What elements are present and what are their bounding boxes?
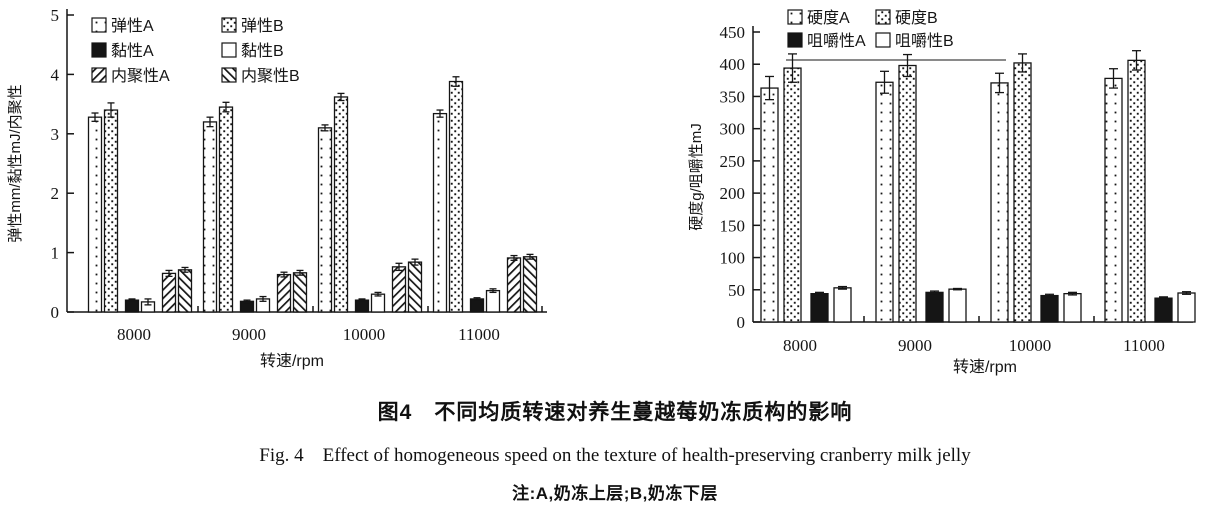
y-tick-label: 200 — [720, 184, 746, 203]
y-tick-label: 450 — [720, 23, 746, 42]
bar-内聚性A-9000 — [276, 273, 292, 313]
y-tick-label: 100 — [720, 249, 746, 268]
bar-咀嚼性A-9000 — [925, 291, 944, 323]
bar-硬度B-8000 — [783, 67, 802, 323]
bar-硬度A-8000 — [760, 87, 779, 323]
y-tick-label: 5 — [51, 6, 60, 25]
bar-内聚性A-11000 — [506, 257, 522, 313]
y-tick-label: 3 — [51, 125, 60, 144]
legend-label-黏性B: 黏性B — [241, 42, 284, 60]
y-tick-label: 0 — [51, 303, 60, 322]
x-category-label: 8000 — [117, 325, 151, 344]
legend-swatch-弹性A — [91, 17, 107, 33]
x-axis-title: 转速/rpm — [953, 358, 1017, 376]
bar-咀嚼性B-8000 — [833, 287, 852, 323]
legend-label-弹性B: 弹性B — [241, 17, 284, 35]
legend-label-黏性A: 黏性A — [111, 42, 154, 60]
bar-黏性B-10000 — [370, 293, 386, 313]
y-tick-label: 50 — [728, 281, 745, 300]
legend-label-内聚性B: 内聚性B — [241, 67, 300, 85]
bar-硬度A-9000 — [875, 81, 894, 323]
y-tick-label: 2 — [51, 184, 60, 203]
bar-咀嚼性A-11000 — [1154, 297, 1173, 323]
right-chart: 0 50 100 150 200 250 300 350 400 450 8000 9000 10000… — [688, 9, 1196, 376]
bar-黏性B-11000 — [485, 289, 501, 313]
bar-弹性A-9000 — [202, 121, 218, 313]
x-axis-title: 转速/rpm — [260, 352, 324, 370]
left-chart: 0 1 2 3 4 5 8000 9000 10000 11000 弹性mm/黏性mJ/内聚性转速/… — [7, 6, 547, 370]
caption-chinese: 图4 不同均质转速对养生蔓越莓奶冻质构的影响 — [377, 401, 853, 424]
bar-弹性B-10000 — [333, 96, 349, 313]
bar-咀嚼性B-11000 — [1177, 292, 1196, 323]
y-tick-label: 350 — [720, 87, 746, 106]
bar-弹性B-11000 — [448, 80, 464, 313]
bar-咀嚼性B-10000 — [1063, 292, 1082, 323]
legend-swatch-黏性A — [91, 42, 107, 58]
y-tick-label: 250 — [720, 152, 746, 171]
legend-label-内聚性A: 内聚性A — [111, 67, 170, 85]
bar-弹性A-11000 — [432, 112, 448, 313]
bar-硬度B-11000 — [1127, 59, 1146, 323]
y-axis-title: 弹性mm/黏性mJ/内聚性 — [7, 84, 24, 242]
legend-swatch-内聚性B — [221, 67, 237, 83]
y-tick-label: 400 — [720, 55, 746, 74]
legend-swatch-硬度B — [875, 9, 891, 25]
bar-弹性B-8000 — [103, 109, 119, 313]
bar-硬度A-11000 — [1104, 77, 1123, 323]
y-tick-label: 300 — [720, 120, 746, 139]
x-category-label: 11000 — [1123, 336, 1165, 355]
legend-swatch-弹性B — [221, 17, 237, 33]
bar-内聚性A-10000 — [391, 266, 407, 313]
legend-swatch-硬度A — [787, 9, 803, 25]
legend-swatch-咀嚼性B — [875, 32, 891, 48]
bar-弹性A-10000 — [317, 127, 333, 313]
y-tick-label: 0 — [737, 313, 746, 332]
x-category-label: 9000 — [232, 325, 266, 344]
bar-弹性B-9000 — [218, 106, 234, 313]
x-category-label: 10000 — [343, 325, 386, 344]
bar-咀嚼性A-8000 — [810, 292, 829, 323]
x-category-label: 10000 — [1009, 336, 1052, 355]
bar-硬度B-9000 — [898, 64, 917, 323]
legend-label-硬度A: 硬度A — [807, 9, 850, 27]
legend-swatch-咀嚼性A — [787, 32, 803, 48]
y-axis-title: 硬度g/咀嚼性mJ — [688, 123, 705, 231]
caption-note: 注:A,奶冻上层;B,奶冻下层 — [512, 484, 718, 503]
legend-swatch-内聚性A — [91, 67, 107, 83]
bar-黏性A-11000 — [469, 298, 485, 313]
legend-label-咀嚼性B: 咀嚼性B — [895, 32, 954, 50]
legend-label-硬度B: 硬度B — [895, 9, 938, 27]
bar-内聚性B-11000 — [522, 256, 538, 313]
bar-内聚性B-10000 — [407, 261, 423, 313]
bar-内聚性B-9000 — [292, 272, 308, 313]
legend-label-咀嚼性A: 咀嚼性A — [807, 32, 866, 50]
bar-咀嚼性B-9000 — [948, 288, 967, 323]
legend-swatch-黏性B — [221, 42, 237, 58]
x-category-label: 8000 — [783, 336, 817, 355]
y-tick-label: 4 — [51, 65, 60, 84]
x-category-label: 9000 — [898, 336, 932, 355]
bar-硬度A-10000 — [990, 82, 1009, 323]
bar-内聚性B-8000 — [177, 269, 193, 313]
bar-内聚性A-8000 — [161, 272, 177, 313]
caption-english: Fig. 4 Effect of homogeneous speed on th… — [259, 445, 971, 466]
bar-咀嚼性A-10000 — [1040, 294, 1059, 323]
x-category-label: 11000 — [458, 325, 500, 344]
bar-弹性A-8000 — [87, 116, 103, 313]
y-tick-label: 1 — [51, 244, 60, 263]
bar-硬度B-10000 — [1013, 62, 1032, 323]
legend-label-弹性A: 弹性A — [111, 17, 154, 35]
y-tick-label: 150 — [720, 216, 746, 235]
